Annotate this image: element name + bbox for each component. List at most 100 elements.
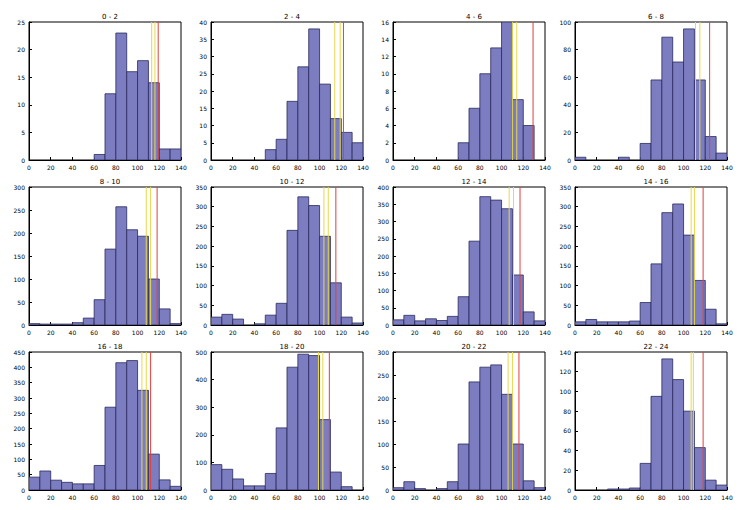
svg-text:100: 100 xyxy=(560,19,572,26)
svg-text:20: 20 xyxy=(17,46,25,53)
svg-text:400: 400 xyxy=(14,364,26,371)
svg-text:12 - 14: 12 - 14 xyxy=(462,178,487,186)
svg-text:300: 300 xyxy=(378,349,390,356)
svg-text:0: 0 xyxy=(27,329,31,336)
svg-text:60: 60 xyxy=(563,427,571,434)
svg-text:100: 100 xyxy=(314,329,326,336)
svg-text:140: 140 xyxy=(539,494,551,501)
svg-text:120: 120 xyxy=(518,164,530,171)
svg-text:50: 50 xyxy=(381,464,389,471)
svg-text:20: 20 xyxy=(593,329,601,336)
svg-text:6: 6 xyxy=(385,105,389,112)
svg-text:40: 40 xyxy=(251,164,259,171)
svg-text:2 - 4: 2 - 4 xyxy=(284,13,300,21)
svg-text:50: 50 xyxy=(381,304,389,311)
svg-text:0: 0 xyxy=(21,322,25,329)
svg-text:80: 80 xyxy=(658,164,666,171)
svg-text:0: 0 xyxy=(27,494,31,501)
svg-text:150: 150 xyxy=(196,262,208,269)
svg-text:250: 250 xyxy=(14,410,26,417)
svg-text:40: 40 xyxy=(563,447,571,454)
svg-text:60: 60 xyxy=(563,74,571,81)
svg-text:350: 350 xyxy=(378,201,390,208)
svg-text:60: 60 xyxy=(454,164,462,171)
svg-text:250: 250 xyxy=(14,207,26,214)
svg-text:80: 80 xyxy=(294,329,302,336)
svg-text:0: 0 xyxy=(567,157,571,164)
svg-text:25: 25 xyxy=(199,70,207,77)
svg-text:0: 0 xyxy=(573,164,577,171)
svg-text:0: 0 xyxy=(385,322,389,329)
svg-text:500: 500 xyxy=(196,349,208,356)
svg-text:40: 40 xyxy=(615,164,623,171)
svg-text:100: 100 xyxy=(378,287,390,294)
svg-text:16: 16 xyxy=(381,19,389,26)
svg-text:30: 30 xyxy=(199,53,207,60)
svg-text:8: 8 xyxy=(385,88,389,95)
svg-text:20: 20 xyxy=(229,494,237,501)
svg-text:150: 150 xyxy=(14,441,26,448)
svg-text:40: 40 xyxy=(199,19,207,26)
svg-text:40: 40 xyxy=(615,329,623,336)
svg-text:20: 20 xyxy=(47,494,55,501)
svg-text:140: 140 xyxy=(721,494,733,501)
svg-text:60: 60 xyxy=(90,494,98,501)
svg-text:50: 50 xyxy=(17,471,25,478)
svg-text:120: 120 xyxy=(518,329,530,336)
svg-text:120: 120 xyxy=(336,329,348,336)
svg-text:100: 100 xyxy=(560,388,572,395)
svg-text:35: 35 xyxy=(199,36,207,43)
svg-text:120: 120 xyxy=(700,164,712,171)
svg-text:60: 60 xyxy=(636,164,644,171)
svg-text:80: 80 xyxy=(294,494,302,501)
svg-text:20: 20 xyxy=(47,164,55,171)
svg-text:200: 200 xyxy=(196,431,208,438)
svg-text:100: 100 xyxy=(678,494,690,501)
svg-text:0: 0 xyxy=(573,329,577,336)
svg-text:50: 50 xyxy=(17,299,25,306)
svg-text:20: 20 xyxy=(411,329,419,336)
svg-text:60: 60 xyxy=(454,329,462,336)
svg-text:12: 12 xyxy=(381,53,389,60)
svg-text:140: 140 xyxy=(175,164,187,171)
svg-text:15: 15 xyxy=(17,74,25,81)
svg-text:0: 0 xyxy=(567,487,571,494)
svg-text:0: 0 xyxy=(21,487,25,494)
svg-text:0: 0 xyxy=(209,329,213,336)
svg-text:4 - 6: 4 - 6 xyxy=(466,13,482,21)
svg-text:0: 0 xyxy=(385,487,389,494)
svg-text:140: 140 xyxy=(539,164,551,171)
svg-text:100: 100 xyxy=(496,329,508,336)
svg-text:40: 40 xyxy=(433,494,441,501)
svg-text:20: 20 xyxy=(563,467,571,474)
svg-text:60: 60 xyxy=(636,329,644,336)
svg-text:40: 40 xyxy=(615,494,623,501)
svg-text:300: 300 xyxy=(196,404,208,411)
svg-text:100: 100 xyxy=(678,329,690,336)
svg-text:120: 120 xyxy=(154,329,166,336)
svg-text:0: 0 xyxy=(391,164,395,171)
svg-text:80: 80 xyxy=(294,164,302,171)
svg-text:100: 100 xyxy=(14,276,26,283)
svg-text:150: 150 xyxy=(378,270,390,277)
svg-text:140: 140 xyxy=(721,164,733,171)
svg-text:300: 300 xyxy=(378,218,390,225)
svg-text:5: 5 xyxy=(203,139,207,146)
svg-text:60: 60 xyxy=(272,494,280,501)
svg-text:200: 200 xyxy=(378,253,390,260)
svg-text:140: 140 xyxy=(357,164,369,171)
svg-text:80: 80 xyxy=(112,164,120,171)
svg-text:80: 80 xyxy=(112,494,120,501)
svg-text:0: 0 xyxy=(203,322,207,329)
svg-text:400: 400 xyxy=(378,184,390,191)
svg-text:300: 300 xyxy=(14,395,26,402)
svg-text:40: 40 xyxy=(69,494,77,501)
svg-text:14: 14 xyxy=(381,36,389,43)
svg-text:0: 0 xyxy=(209,164,213,171)
svg-text:50: 50 xyxy=(563,302,571,309)
svg-text:10 - 12: 10 - 12 xyxy=(280,178,305,186)
svg-text:100: 100 xyxy=(132,494,144,501)
svg-text:20: 20 xyxy=(47,329,55,336)
svg-text:300: 300 xyxy=(560,203,572,210)
svg-text:22 - 24: 22 - 24 xyxy=(644,343,669,351)
